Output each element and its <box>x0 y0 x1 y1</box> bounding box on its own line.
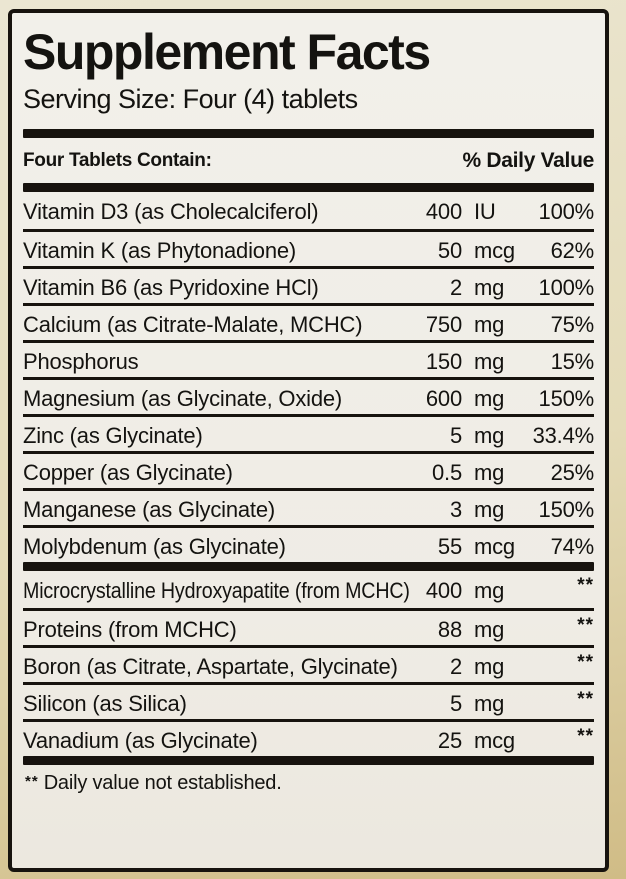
ingredient-name: Calcium (as Citrate-Malate, MCHC) <box>23 311 363 337</box>
nutrient-rows-section2: Microcrystalline Hydroxyapatite (from MC… <box>23 571 594 756</box>
ingredient-amount: 400 <box>425 199 462 224</box>
ingredient-name: Vitamin K (as Phytonadione) <box>23 237 297 263</box>
bottom-spacer <box>23 799 594 860</box>
thick-divider <box>23 756 594 765</box>
ingredient-amount: 88 <box>437 616 462 642</box>
ingredient-amount: 25 <box>437 727 462 753</box>
table-row: Vanadium (as Glycinate) 25 mcg ** <box>23 719 594 756</box>
footnote-text: Daily value not established. <box>43 772 282 794</box>
table-row: Copper (as Glycinate) 0.5 mg 25% <box>23 451 594 488</box>
ingredient-daily-value: 25% <box>550 459 595 485</box>
ingredient-daily-value: 15% <box>550 348 595 374</box>
ingredient-amount: 2 <box>449 274 462 300</box>
ingredient-name: Zinc (as Glycinate) <box>23 422 203 448</box>
ingredient-daily-value: 74% <box>550 533 595 559</box>
ingredient-daily-value: ** <box>577 689 594 710</box>
ingredient-amount: 400 <box>425 578 462 603</box>
table-row: Zinc (as Glycinate) 5 mg 33.4% <box>23 414 594 451</box>
ingredient-daily-value: ** <box>577 726 594 747</box>
ingredient-amount: 750 <box>425 311 462 337</box>
table-row: Boron (as Citrate, Aspartate, Glycinate)… <box>23 645 594 682</box>
ingredient-unit: mg <box>474 385 505 411</box>
ingredient-name: Phosphorus <box>23 348 139 374</box>
ingredient-unit: mg <box>474 690 505 716</box>
ingredient-name: Vanadium (as Glycinate) <box>23 727 258 753</box>
table-row: Vitamin B6 (as Pyridoxine HCl) 2 mg 100% <box>23 266 594 303</box>
serving-size-text: Serving Size: Four (4) tablets <box>23 84 358 114</box>
ingredient-unit: mg <box>474 311 505 337</box>
ingredient-daily-value: ** <box>577 575 594 596</box>
ingredient-name: Manganese (as Glycinate) <box>23 496 275 522</box>
ingredient-unit: mg <box>474 348 505 374</box>
ingredient-daily-value: 75% <box>550 311 595 337</box>
ingredient-daily-value: 62% <box>550 237 595 263</box>
ingredient-unit: mg <box>474 496 505 522</box>
table-row: Phosphorus 150 mg 15% <box>23 340 594 377</box>
panel-title: Supplement Facts <box>23 24 431 80</box>
ingredient-amount: 5 <box>449 422 462 448</box>
ingredient-name: Proteins (from MCHC) <box>23 616 237 642</box>
table-row: Molybdenum (as Glycinate) 55 mcg 74% <box>23 525 594 562</box>
ingredient-unit: mcg <box>474 727 515 753</box>
ingredient-amount: 600 <box>425 385 462 411</box>
ingredient-unit: mcg <box>474 533 515 559</box>
thick-divider <box>23 562 594 571</box>
daily-value-label: % Daily Value <box>462 148 594 172</box>
ingredient-name: Vitamin D3 (as Cholecalciferol) <box>23 199 319 224</box>
ingredient-amount: 50 <box>437 237 462 263</box>
ingredient-unit: IU <box>474 199 496 224</box>
ingredient-unit: mg <box>474 616 505 642</box>
table-column-header: Four Tablets Contain: % Daily Value <box>23 138 594 183</box>
table-row: Calcium (as Citrate-Malate, MCHC) 750 mg… <box>23 303 594 340</box>
ingredient-name: Molybdenum (as Glycinate) <box>23 533 286 559</box>
footnote-marker: ** <box>25 773 39 790</box>
ingredient-name: Microcrystalline Hydroxyapatite (from MC… <box>23 578 410 603</box>
ingredient-daily-value: 33.4% <box>532 422 595 448</box>
ingredient-daily-value: 150% <box>538 385 595 411</box>
ingredient-daily-value: 150% <box>538 496 595 522</box>
ingredient-daily-value: 100% <box>538 274 595 300</box>
ingredient-daily-value: ** <box>577 652 594 673</box>
table-row: Microcrystalline Hydroxyapatite (from MC… <box>23 571 594 608</box>
ingredient-unit: mg <box>474 422 505 448</box>
ingredient-amount: 150 <box>425 348 462 374</box>
ingredient-daily-value: ** <box>577 615 594 636</box>
ingredient-name: Silicon (as Silica) <box>23 690 187 716</box>
table-row: Vitamin K (as Phytonadione) 50 mcg 62% <box>23 229 594 266</box>
nutrient-rows-section1: Vitamin D3 (as Cholecalciferol) 400 IU 1… <box>23 192 594 562</box>
contain-label: Four Tablets Contain: <box>23 149 212 171</box>
ingredient-name: Copper (as Glycinate) <box>23 459 233 485</box>
ingredient-name: Vitamin B6 (as Pyridoxine HCl) <box>23 274 319 300</box>
ingredient-amount: 5 <box>449 690 462 716</box>
ingredient-unit: mg <box>474 459 505 485</box>
table-row: Magnesium (as Glycinate, Oxide) 600 mg 1… <box>23 377 594 414</box>
thick-divider <box>23 183 594 192</box>
table-row: Vitamin D3 (as Cholecalciferol) 400 IU 1… <box>23 192 594 229</box>
ingredient-name: Magnesium (as Glycinate, Oxide) <box>23 385 343 411</box>
ingredient-amount: 3 <box>449 496 462 522</box>
footnote: ** Daily value not established. <box>23 765 594 799</box>
table-row: Proteins (from MCHC) 88 mg ** <box>23 608 594 645</box>
ingredient-unit: mg <box>474 653 505 679</box>
ingredient-name: Boron (as Citrate, Aspartate, Glycinate) <box>23 653 398 679</box>
ingredient-amount: 0.5 <box>432 459 462 485</box>
ingredient-daily-value: 100% <box>538 199 595 224</box>
thick-divider <box>23 129 594 138</box>
supplement-facts-panel: Supplement Facts Serving Size: Four (4) … <box>8 9 609 872</box>
ingredient-unit: mcg <box>474 237 515 263</box>
table-row: Silicon (as Silica) 5 mg ** <box>23 682 594 719</box>
ingredient-unit: mg <box>474 578 505 603</box>
table-row: Manganese (as Glycinate) 3 mg 150% <box>23 488 594 525</box>
ingredient-amount: 2 <box>449 653 462 679</box>
ingredient-unit: mg <box>474 274 505 300</box>
ingredient-amount: 55 <box>437 533 462 559</box>
